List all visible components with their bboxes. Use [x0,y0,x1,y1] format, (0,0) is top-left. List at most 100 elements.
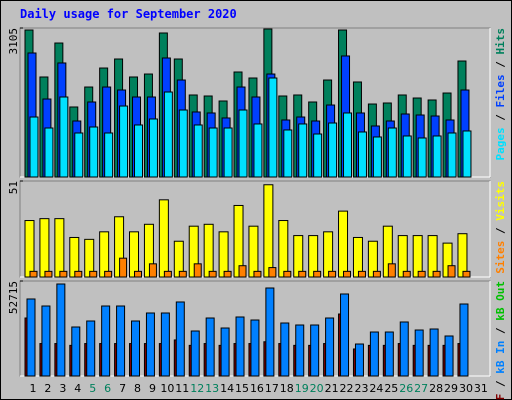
legend-separator: / [494,221,507,241]
bar [278,220,289,278]
legend-entry: Visits [494,181,507,221]
bar [253,123,263,178]
bar [372,270,381,278]
bar [74,132,84,178]
bar [253,270,262,278]
legend-entry: Sites [494,241,507,274]
bar [417,137,427,178]
bar [343,270,352,278]
bar [54,218,65,278]
bar [447,265,456,278]
x-tick-label: 14 [220,382,234,395]
bar [417,270,426,278]
bar [338,210,349,278]
bar [429,328,439,377]
x-tick-label: 16 [250,382,264,395]
x-tick-label: 13 [205,382,219,395]
chart-title: Daily usage for September 2020 [20,7,237,21]
bar [354,343,364,377]
bar [238,265,247,278]
bar [220,327,230,377]
bar [89,270,98,278]
bar [414,329,424,377]
legend-entry: Hits [494,28,507,55]
x-tick-label: 12 [190,382,204,395]
bar [323,231,334,278]
x-tick-label: 31 [474,382,488,395]
bar [462,270,471,278]
bar [104,270,113,278]
x-tick-label: 22 [340,382,354,395]
bar [71,326,81,377]
bar [372,136,382,178]
bar [248,225,259,278]
legend: kB F / kB In / kB Out [494,281,507,400]
bar [313,133,323,178]
bar [223,270,232,278]
legend-separator: / [494,55,507,75]
x-tick-label: 6 [104,382,111,395]
bar [250,319,260,377]
bar [295,324,305,377]
bar [343,112,353,178]
bar [387,127,397,178]
x-tick-label: 20 [310,382,324,395]
x-tick-label: 26 [399,382,413,395]
bar [412,235,423,278]
bar [193,124,203,178]
bar [399,321,409,377]
x-tick-label: 27 [414,382,428,395]
y-tick-label: 3105 [7,28,20,55]
bar [116,305,126,377]
bar [56,283,66,377]
bar [223,127,233,178]
bar [369,331,379,377]
bar [218,231,229,278]
legend-separator: / [494,108,507,128]
bar [459,303,469,377]
bar [328,122,338,178]
bar [402,270,411,278]
bar [104,132,114,178]
bar [280,322,290,377]
bar [99,231,110,278]
bar [39,218,50,278]
x-tick-label: 17 [265,382,279,395]
x-tick-label: 9 [149,382,156,395]
x-tick-label: 19 [295,382,309,395]
bar [293,235,304,278]
bar [134,270,143,278]
bar [148,263,157,278]
bar [29,270,38,278]
bar [89,126,99,178]
bar [387,263,396,278]
bar [298,123,308,178]
x-tick-label: 25 [384,382,398,395]
bar [432,135,442,178]
bar [178,270,187,278]
bar [462,130,472,178]
bar [432,270,441,278]
bar [160,312,170,377]
bar [205,317,215,377]
bar [357,270,366,278]
bar [208,127,218,178]
bar [131,320,141,377]
bar [163,270,172,278]
bar [29,116,39,178]
x-tick-label: 18 [280,382,294,395]
y-tick-label: 52715 [7,281,20,314]
bar [41,305,51,377]
bar [357,131,367,178]
x-tick-label: 28 [429,382,443,395]
bar [190,330,200,377]
bar [235,316,245,377]
bar [134,124,144,178]
legend-separator: / [494,374,507,394]
x-tick-label: 30 [459,382,473,395]
bar [86,320,96,377]
bar [119,105,129,178]
legend-entry: kB F [494,394,507,400]
